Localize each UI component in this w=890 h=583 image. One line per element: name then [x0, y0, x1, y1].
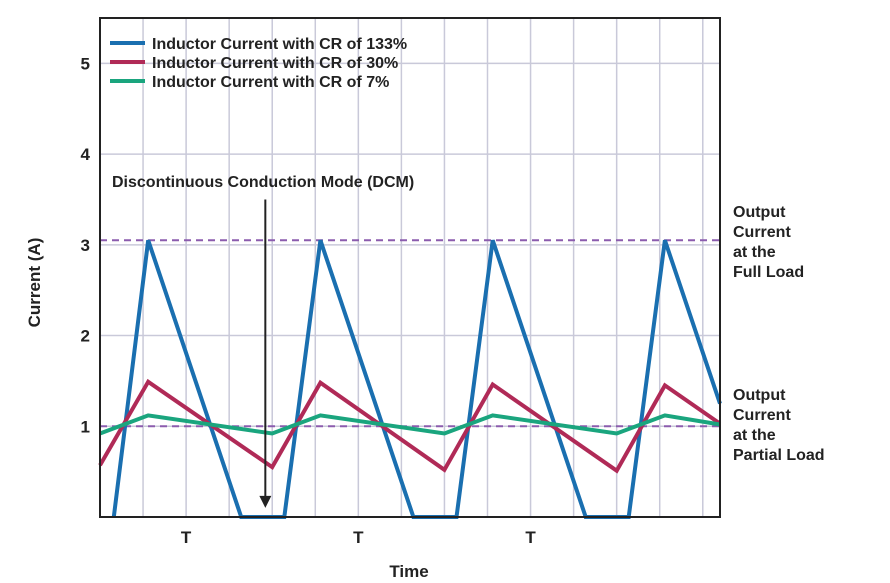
y-tick-label-4: 5: [81, 54, 90, 73]
y-tick-label-3: 4: [81, 145, 91, 164]
plot-frame: [99, 17, 721, 518]
series-line-1: [98, 378, 722, 474]
annotation-layer: Discontinuous Conduction Mode (DCM): [112, 174, 414, 508]
period-label-2: T: [525, 528, 536, 547]
reference-lines: [100, 239, 720, 428]
reference-label-1-line-2: at the: [733, 427, 776, 444]
reference-label-0-line-2: at the: [733, 244, 776, 261]
reference-label-0-line-1: Current: [733, 224, 791, 241]
reference-label-1-line-0: Output: [733, 387, 786, 404]
y-tick-label-2: 3: [81, 236, 90, 255]
y-axis-label: Current (A): [25, 238, 44, 328]
dcm-annotation: Discontinuous Conduction Mode (DCM): [112, 174, 414, 191]
reference-label-1-line-3: Partial Load: [733, 447, 825, 464]
series-layer: [98, 239, 722, 519]
period-label-0: T: [181, 528, 192, 547]
reference-line-labels: Output Current at the Full Load Output Curren…: [733, 204, 825, 464]
legend-label-2: Inductor Current with CR of 7%: [152, 74, 389, 91]
series-line-2: [99, 413, 721, 436]
period-label-1: T: [353, 528, 364, 547]
reference-label-0-line-3: Full Load: [733, 264, 804, 281]
y-tick-label-1: 2: [81, 327, 90, 346]
y-tick-label-0: 1: [81, 417, 90, 436]
reference-label-1-line-1: Current: [733, 407, 791, 424]
dcm-arrow-head: [259, 495, 272, 508]
legend: Inductor Current with CR of 133% Inductor…: [110, 36, 407, 91]
x-axis-label: Time: [389, 562, 428, 581]
grid-layer: [100, 18, 720, 517]
series-line-0: [111, 239, 722, 519]
reference-label-0-line-0: Output: [733, 204, 786, 221]
tick-labels: 1 2 3 4 5 T T T: [81, 54, 537, 547]
legend-label-1: Inductor Current with CR of 30%: [152, 55, 398, 72]
legend-label-0: Inductor Current with CR of 133%: [152, 36, 407, 53]
